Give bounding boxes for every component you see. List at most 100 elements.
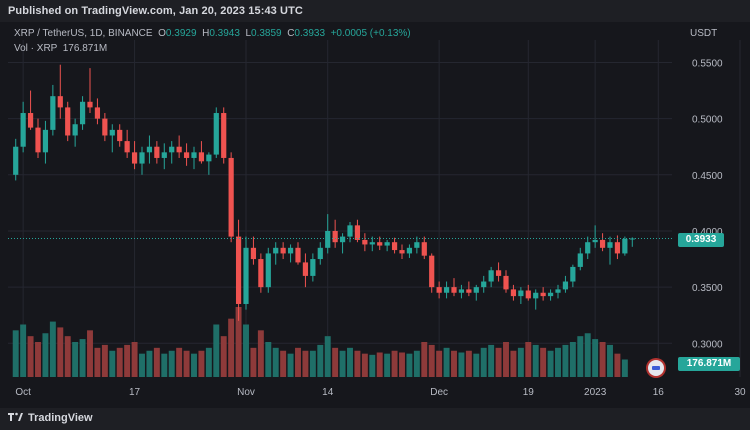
- candle-body: [599, 239, 606, 248]
- volume-bar: [124, 344, 131, 377]
- volume-bar: [458, 352, 465, 377]
- candle-body: [154, 146, 160, 158]
- high-label: H: [202, 28, 210, 39]
- chart-area[interactable]: 0.5500 0.5000 0.4500 0.4000 0.3500 0.3000 Oct 1…: [0, 22, 750, 408]
- volume-bar: [607, 344, 613, 377]
- candle-body: [206, 154, 212, 162]
- candle-body: [421, 242, 427, 256]
- time-tick-label: 14: [322, 387, 334, 398]
- publish-text: Published on TradingView.com, Jan 20, 20…: [8, 5, 303, 17]
- volume-bar: [168, 350, 175, 377]
- volume-bar: [354, 350, 361, 377]
- candle-body: [302, 262, 309, 276]
- candlestick-chart[interactable]: 0.5500 0.5000 0.4500 0.4000 0.3500 0.3000 Oct 1…: [0, 22, 750, 408]
- candle-body: [117, 129, 123, 142]
- candle-body: [65, 107, 71, 136]
- price-tick-label: 0.4500: [692, 171, 723, 182]
- candle-body: [94, 107, 101, 119]
- candle-body: [362, 239, 368, 245]
- open-label: O: [158, 28, 166, 39]
- volume-badge: 176.871M: [678, 357, 740, 371]
- candle-body: [354, 225, 361, 240]
- candle-body: [406, 247, 413, 254]
- candle-body: [339, 236, 346, 243]
- symbol-legend: XRP / TetherUS, 1D, BINANCE O0.3929 H0.3…: [14, 28, 411, 39]
- volume-bar: [235, 307, 242, 377]
- price-tick-label: 0.5500: [692, 58, 723, 69]
- candle-body: [466, 289, 472, 293]
- volume-bar: [139, 353, 145, 377]
- candle-body: [503, 275, 509, 290]
- time-tick-label: Dec: [430, 387, 448, 398]
- candle-body: [495, 270, 502, 276]
- candle-body: [280, 247, 286, 254]
- candle-body: [243, 247, 249, 304]
- volume-bar: [183, 350, 190, 377]
- candle-body: [458, 289, 465, 293]
- volume-bar: [257, 330, 264, 377]
- candle-body: [57, 96, 63, 108]
- candle-body: [332, 230, 338, 243]
- volume-bar: [436, 350, 443, 377]
- time-tick-label: 16: [653, 387, 665, 398]
- volume-bar: [64, 336, 71, 377]
- volume-bar: [317, 344, 324, 377]
- volume-bar: [510, 350, 517, 377]
- volume-bar: [109, 350, 116, 377]
- candle-body: [169, 146, 175, 153]
- volume-bar: [525, 342, 532, 377]
- candle-body: [131, 152, 138, 164]
- candle-body: [50, 96, 56, 130]
- volume-bar: [599, 342, 606, 377]
- publish-bar: Published on TradingView.com, Jan 20, 20…: [0, 0, 750, 22]
- tradingview-brand-text: TradingView: [28, 412, 93, 424]
- candle-body: [562, 281, 569, 290]
- price-tick-label: 0.3500: [692, 283, 723, 294]
- volume-bar: [243, 324, 249, 377]
- candle-body: [436, 287, 442, 293]
- volume-bar: [49, 321, 56, 377]
- candle-body: [377, 242, 383, 246]
- volume-bar: [384, 353, 391, 377]
- volume-bar: [361, 353, 368, 377]
- volume-label: Vol · XRP: [14, 43, 58, 54]
- candle-body: [287, 247, 294, 254]
- candle-body: [35, 127, 41, 153]
- footer-bar: TradingView: [0, 408, 750, 430]
- volume-bar: [584, 333, 591, 377]
- candle-body: [265, 253, 271, 288]
- time-tick-label: 30: [734, 387, 746, 398]
- candle-body: [443, 287, 450, 293]
- candle-body: [42, 129, 49, 153]
- volume-bar: [116, 347, 123, 377]
- candle-body: [510, 289, 517, 297]
- volume-bar: [421, 342, 428, 377]
- candle-body: [317, 247, 323, 260]
- tradingview-logo[interactable]: TradingView: [8, 412, 93, 424]
- volume-bar: [295, 347, 301, 377]
- candle-body: [384, 242, 390, 246]
- volume-bar: [324, 336, 331, 377]
- candle-body: [258, 259, 264, 288]
- candle-body: [347, 225, 353, 237]
- candle-body: [27, 113, 34, 128]
- candle-body: [518, 290, 524, 297]
- volume-bar: [488, 344, 495, 377]
- candle-body: [585, 242, 591, 254]
- volume-bar: [540, 347, 547, 377]
- candle-body: [414, 242, 420, 248]
- volume-bar: [94, 347, 101, 377]
- volume-bar: [12, 330, 19, 377]
- volume-bar: [443, 347, 450, 377]
- volume-bar: [332, 347, 339, 377]
- volume-bar: [220, 336, 227, 377]
- candle-body: [577, 253, 583, 267]
- volume-bar: [503, 342, 509, 377]
- open-value: 0.3929: [165, 28, 197, 39]
- volume-value: 176.871M: [62, 43, 108, 54]
- candle-body: [533, 292, 539, 299]
- volume-bar: [302, 350, 309, 377]
- us-flag-icon[interactable]: [648, 360, 664, 376]
- candle-body: [87, 101, 93, 108]
- volume-bar: [72, 342, 79, 377]
